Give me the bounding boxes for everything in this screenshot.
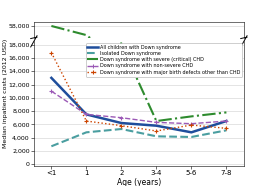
Down syndrome with non-severe CHD [225, 120, 228, 122]
Down syndrome with major birth defects other than CHD [50, 52, 53, 54]
Down syndrome with non-severe CHD [50, 90, 53, 92]
All children with Down syndrome [155, 125, 158, 127]
Line: Down syndrome with non-severe CHD: Down syndrome with non-severe CHD [49, 89, 228, 126]
Isolated Down syndrome [155, 135, 158, 137]
X-axis label: Age (years): Age (years) [117, 179, 161, 186]
Down syndrome with severe (critical) CHD [155, 120, 158, 122]
Down syndrome with major birth defects other than CHD [155, 130, 158, 132]
Down syndrome with non-severe CHD [190, 123, 193, 125]
All children with Down syndrome [120, 122, 123, 124]
Line: Isolated Down syndrome: Isolated Down syndrome [51, 129, 226, 146]
Down syndrome with major birth defects other than CHD [190, 124, 193, 126]
Down syndrome with non-severe CHD [85, 113, 88, 116]
Isolated Down syndrome [85, 131, 88, 133]
Down syndrome with severe (critical) CHD [225, 111, 228, 113]
Down syndrome with major birth defects other than CHD [120, 125, 123, 127]
Isolated Down syndrome [225, 129, 228, 132]
Isolated Down syndrome [50, 145, 53, 147]
Line: Down syndrome with major birth defects other than CHD: Down syndrome with major birth defects o… [49, 51, 228, 133]
Down syndrome with non-severe CHD [120, 117, 123, 119]
Down syndrome with major birth defects other than CHD [85, 120, 88, 122]
Down syndrome with severe (critical) CHD [120, 44, 123, 46]
Isolated Down syndrome [120, 128, 123, 130]
Isolated Down syndrome [190, 136, 193, 138]
Line: All children with Down syndrome: All children with Down syndrome [51, 78, 226, 132]
Down syndrome with major birth defects other than CHD [225, 127, 228, 129]
Legend: All children with Down syndrome, Isolated Down syndrome, Down syndrome with seve: All children with Down syndrome, Isolate… [86, 43, 243, 77]
All children with Down syndrome [225, 120, 228, 122]
Text: Median inpatient costs (2012 USD): Median inpatient costs (2012 USD) [3, 38, 8, 148]
Line: Down syndrome with severe (critical) CHD: Down syndrome with severe (critical) CHD [51, 0, 226, 121]
All children with Down syndrome [85, 113, 88, 116]
Down syndrome with severe (critical) CHD [190, 115, 193, 118]
Down syndrome with non-severe CHD [155, 121, 158, 124]
All children with Down syndrome [50, 77, 53, 79]
All children with Down syndrome [190, 131, 193, 133]
